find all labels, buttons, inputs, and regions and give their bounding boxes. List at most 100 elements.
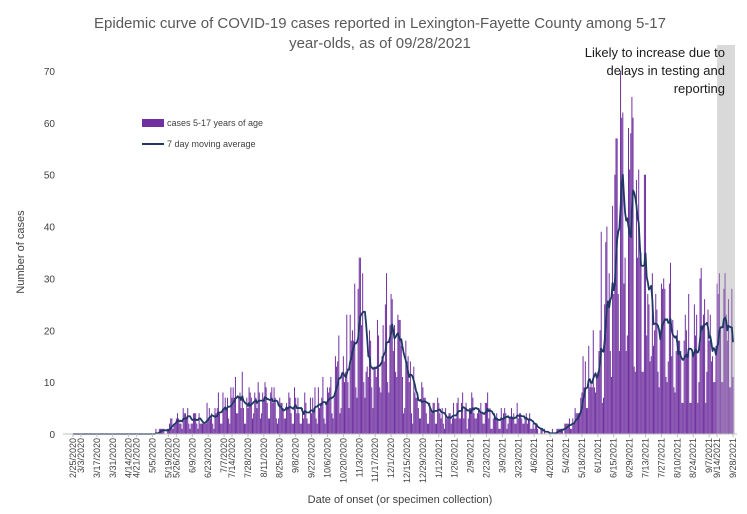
case-bar — [705, 402, 707, 434]
case-bar — [541, 428, 543, 434]
case-bar — [528, 418, 530, 434]
case-bar — [440, 418, 442, 434]
case-bar — [457, 397, 459, 434]
x-tick-label: 7/27/2021 — [656, 438, 666, 478]
case-bar — [505, 413, 507, 434]
case-bar — [233, 397, 235, 434]
case-bar — [200, 423, 202, 434]
case-bar — [422, 387, 424, 434]
moving-average-path — [73, 173, 734, 435]
case-bar — [398, 319, 400, 434]
case-bar — [371, 387, 373, 434]
case-bar — [251, 418, 253, 434]
case-bar — [520, 413, 522, 434]
case-bar — [684, 314, 686, 434]
case-bar — [429, 402, 431, 434]
case-bar — [441, 408, 443, 434]
case-bar — [603, 397, 604, 434]
case-bar — [187, 408, 189, 434]
x-tick-label: 5/5/2020 — [148, 438, 158, 473]
y-tick-label: 20 — [44, 326, 56, 337]
x-tick-label: 4/20/2021 — [545, 438, 555, 478]
case-bar — [158, 428, 160, 434]
case-bar — [204, 423, 206, 434]
x-tick-label: 12/15/2020 — [402, 438, 412, 483]
case-bar — [373, 366, 375, 434]
legend-bar-label: cases 5-17 years of age — [167, 118, 263, 128]
case-bar — [622, 112, 624, 435]
case-bar — [203, 423, 205, 434]
case-bar — [311, 413, 313, 434]
x-tick-label: 2/23/2021 — [482, 438, 492, 478]
recent-period-shade-rect — [717, 45, 735, 434]
case-bar — [259, 418, 261, 434]
case-bar — [492, 418, 494, 434]
case-bar — [698, 382, 700, 434]
case-bar — [504, 408, 506, 434]
case-bar — [649, 361, 651, 434]
case-bar — [228, 418, 230, 434]
case-bar — [265, 387, 267, 434]
case-bar — [679, 340, 681, 434]
case-bar — [250, 397, 252, 434]
case-bar — [370, 340, 372, 434]
case-bar — [221, 423, 223, 434]
case-bar — [461, 402, 462, 434]
case-bar — [495, 418, 497, 434]
case-bar — [708, 340, 710, 434]
case-bar — [416, 397, 418, 434]
y-tick-label: 30 — [44, 274, 56, 285]
case-bar — [605, 242, 607, 434]
case-bar — [625, 351, 627, 434]
x-tick-label: 3/31/2020 — [108, 438, 118, 478]
case-bar — [403, 413, 405, 434]
case-bar — [675, 351, 677, 434]
case-bar — [338, 335, 340, 434]
case-bar — [585, 408, 587, 434]
x-tick-label: 6/15/2021 — [609, 438, 619, 478]
case-bar — [409, 361, 411, 434]
case-bar — [186, 418, 188, 434]
case-bar — [225, 408, 227, 434]
x-tick-label: 1/12/2021 — [434, 438, 444, 478]
case-bar — [712, 356, 714, 434]
y-tick-label: 10 — [44, 378, 56, 389]
case-bar — [170, 418, 172, 434]
case-bar — [195, 413, 197, 434]
case-bar — [487, 392, 489, 434]
x-tick-label: 2/25/2020 — [68, 438, 78, 478]
y-tick-label: 50 — [44, 171, 56, 182]
case-bar — [418, 418, 420, 434]
case-bar — [598, 351, 600, 434]
y-tick-label: 70 — [44, 67, 56, 78]
case-bar — [473, 413, 475, 434]
case-bar — [447, 418, 449, 434]
case-bar — [666, 382, 668, 434]
case-bar — [177, 413, 179, 434]
case-bar — [345, 371, 347, 434]
case-bar — [414, 392, 416, 434]
case-bar — [654, 330, 656, 434]
case-bar — [567, 423, 569, 434]
legend-bar-swatch — [142, 119, 164, 127]
case-bar — [592, 330, 594, 434]
case-bar — [496, 413, 498, 434]
case-bar — [190, 423, 192, 434]
case-bar — [480, 402, 482, 434]
case-bar — [289, 397, 291, 434]
case-bar — [484, 402, 486, 434]
case-bar — [716, 283, 718, 434]
case-bar — [321, 397, 323, 434]
case-bar — [730, 387, 732, 434]
case-bar — [199, 423, 201, 434]
case-bar — [392, 351, 394, 434]
x-tick-label: 11/3/2020 — [354, 438, 364, 477]
x-tick-label: 3/3/2020 — [76, 438, 86, 473]
case-bar — [242, 408, 244, 434]
case-bar — [306, 418, 308, 434]
annotation-line-2: delays in testing and — [606, 63, 725, 78]
case-bar — [590, 382, 592, 434]
case-bar — [287, 408, 289, 434]
x-tick-label: 10/6/2020 — [323, 438, 333, 478]
case-bar — [490, 428, 492, 434]
